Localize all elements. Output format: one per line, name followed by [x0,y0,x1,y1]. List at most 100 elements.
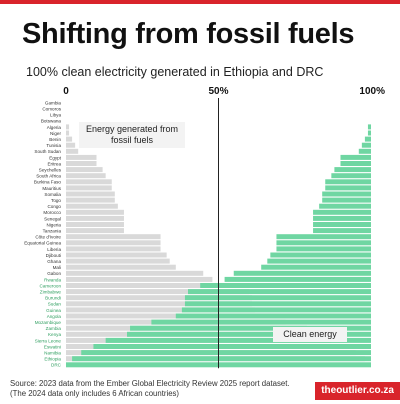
clean-bar [224,276,371,282]
clean-bar [267,258,371,264]
country-label: Burundi [45,296,61,301]
country-label: Seychelles [39,168,62,173]
fossil-bar [66,222,124,227]
country-label: Congo [47,204,61,209]
fossil-bar [66,258,170,264]
country-label: Morocco [43,210,61,215]
country-label: South Sudan [34,149,61,154]
clean-bar [127,331,371,337]
fossil-bar [66,301,253,307]
x-tick-label: 50% [208,86,228,97]
fossil-bar [66,148,79,154]
country-label: Libya [50,113,61,118]
clean-bar [105,337,372,343]
page-title: Shifting from fossil fuels [22,18,355,50]
fossil-bar [66,191,115,197]
fossil-bar [66,252,167,258]
clean-bar [340,154,371,160]
country-label: Guinea [46,308,61,313]
clean-bar [184,301,371,307]
clean-bar [175,313,371,319]
fossil-bar [66,130,70,136]
clean-bar [364,136,371,142]
stacked-bar-chart: 0 50% 100% Gambia ComorosLibyaBotswanaAlgeri… [24,86,385,369]
country-label: Côte d'Ivoire [35,235,61,240]
country-label: Cameroon [40,283,62,288]
source-line-2: (The 2024 data only includes 6 African c… [10,389,180,398]
fossil-bar [66,124,70,130]
country-label: Liberia [47,247,61,252]
x-tick-label: 0 [63,86,69,97]
fossil-bar [66,289,249,295]
clean-bar [358,148,371,154]
country-label: Comoros [42,107,61,112]
clean-bar [130,325,371,331]
fossil-bar [66,295,253,301]
clean-bar [313,215,371,221]
clean-bar [331,173,371,179]
country-label: Sierra Leone [35,338,62,343]
fossil-bar [66,136,73,142]
country-label: Nigeria [46,222,61,227]
fossil-bar [66,313,262,319]
clean-bar [325,185,371,191]
fossil-bar [66,246,161,252]
country-label: Ghana [47,259,61,264]
country-label: Sudan [48,302,62,307]
fossil-bar [66,185,112,191]
country-label: Mauritius [42,186,61,191]
clean-bar [81,350,371,356]
source-note: Source: 2023 data from the Ember Global … [10,379,290,399]
clean-bar [340,161,371,166]
clean-bar [261,264,371,270]
country-label: South Africa [36,174,61,179]
country-label: Tunisia [46,143,61,148]
fossil-bar [66,154,97,160]
clean-bar [313,228,371,234]
fossil-bar [66,203,118,209]
country-label: Botswana [41,119,62,124]
country-label: Somalia [44,192,61,197]
clean-bar [367,124,371,130]
country-label: Eswatini [44,344,61,349]
country-label: Gabon [47,271,61,276]
page-subtitle: 100% clean electricity generated in Ethi… [26,65,324,79]
fossil-bar [66,142,76,148]
fossil-bar [66,240,161,246]
clean-bar [325,179,371,185]
source-line: Source: 2023 data from the Ember Global … [10,379,290,388]
fossil-bar [66,228,124,234]
fossil-bar [66,209,124,215]
clean-bar [319,203,371,209]
clean-bar [313,209,371,215]
country-label: DRC [51,363,62,368]
fossil-bar [66,161,97,166]
country-label: Niger [50,131,61,136]
fossil-bar [66,270,204,276]
clean-bar [270,252,371,258]
country-label: Togo [51,198,61,203]
country-label: Namibia [44,351,61,356]
clean-bar [93,344,371,349]
country-label: Rwanda [44,277,61,282]
country-label: Angola [47,314,62,319]
clean-bar [200,283,371,288]
country-label: Tanzania [43,229,62,234]
country-label: Equatorial Guinea [24,241,61,246]
country-label: Djibouti [46,253,61,258]
country-label: Algeria [47,125,62,130]
clean-bar [151,319,371,325]
clean-bar [188,289,371,295]
fossil-bar [66,264,176,270]
clean-bar [313,222,371,227]
brand-badge[interactable]: theoutlier.co.za [315,382,400,400]
fossil-bar [66,167,103,173]
fossil-bar [66,276,213,282]
country-label: Benin [49,137,61,142]
fossil-bar [66,215,124,221]
country-label: Senegal [44,216,61,221]
fossil-bar [66,283,237,288]
x-tick-label: 100% [359,86,385,97]
clean-bar [322,197,371,203]
